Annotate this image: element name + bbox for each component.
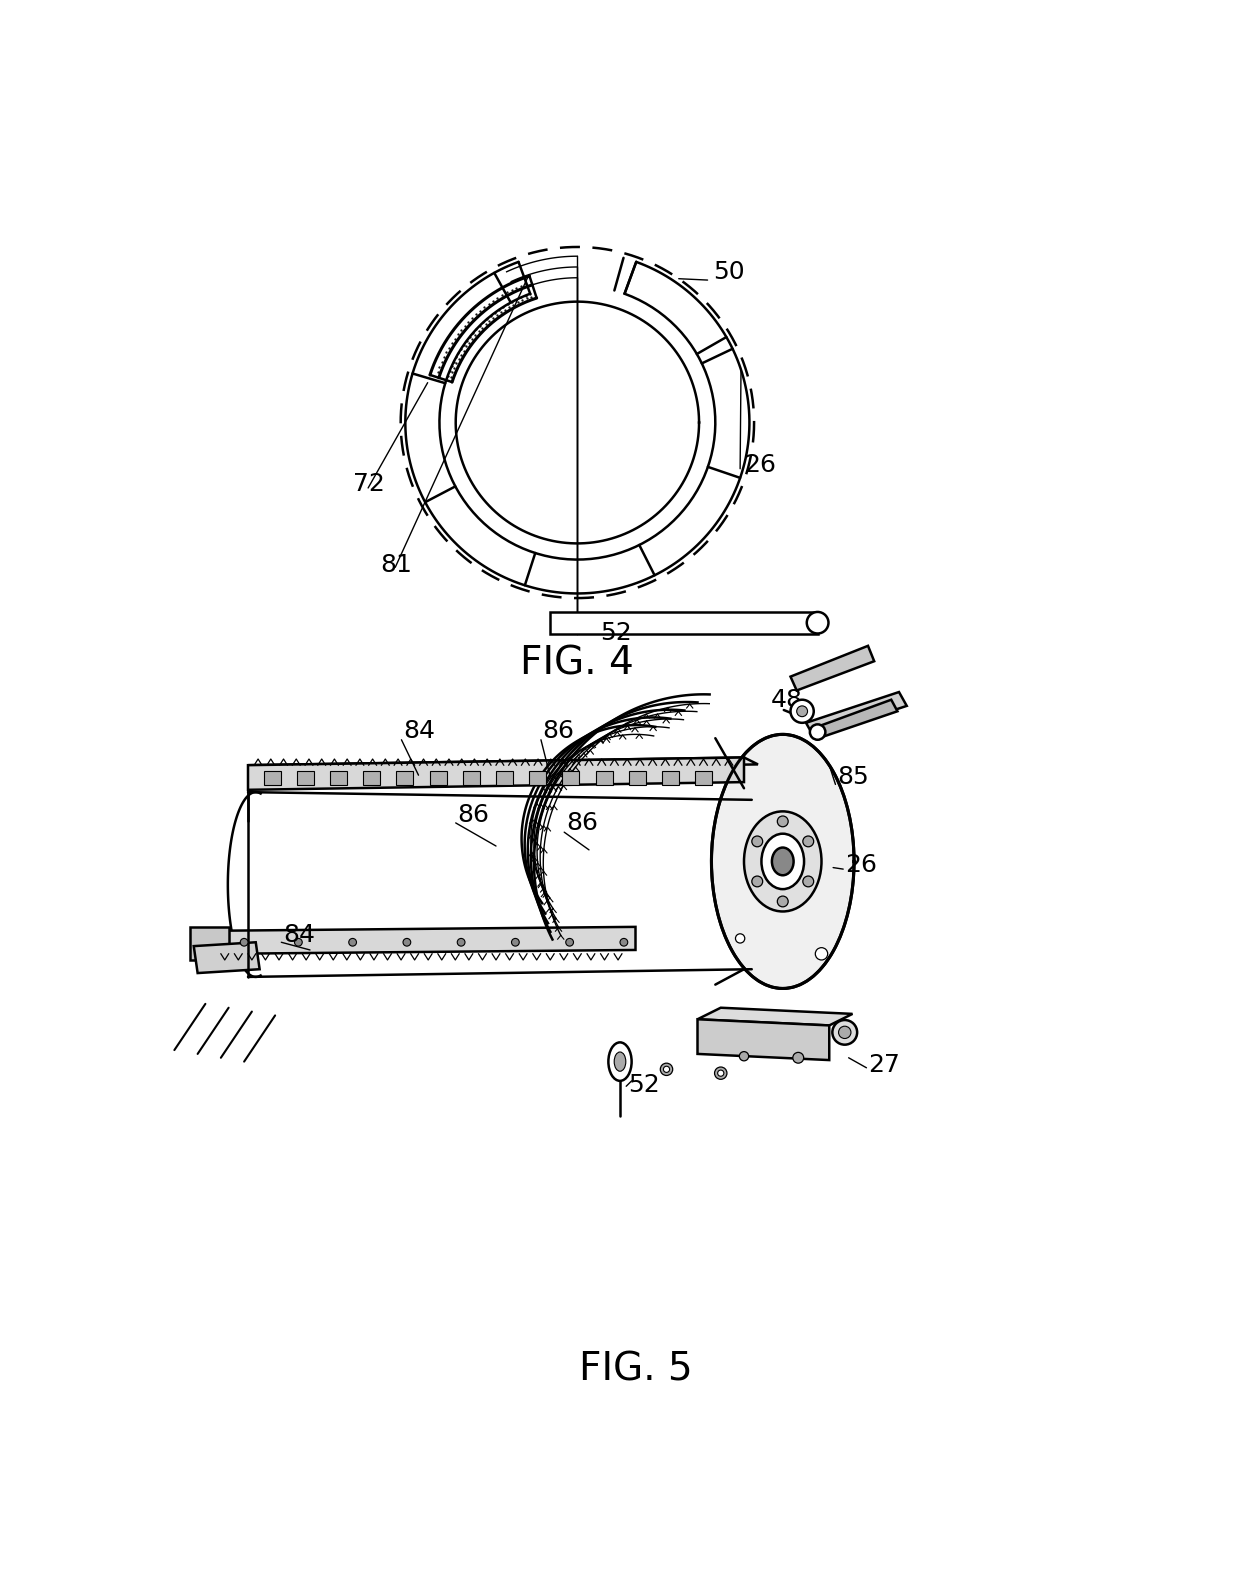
Text: 86: 86 bbox=[543, 718, 574, 742]
Circle shape bbox=[797, 705, 807, 717]
Circle shape bbox=[295, 938, 303, 946]
Ellipse shape bbox=[771, 847, 794, 875]
Text: 27: 27 bbox=[868, 1053, 900, 1077]
Text: FIG. 5: FIG. 5 bbox=[579, 1350, 692, 1389]
Text: 26: 26 bbox=[744, 453, 776, 477]
Circle shape bbox=[816, 948, 828, 959]
Bar bbox=[463, 771, 480, 785]
Ellipse shape bbox=[609, 1042, 631, 1080]
Circle shape bbox=[403, 938, 410, 946]
Circle shape bbox=[802, 836, 813, 847]
Polygon shape bbox=[248, 758, 744, 790]
Circle shape bbox=[751, 836, 763, 847]
Circle shape bbox=[660, 1063, 672, 1076]
Circle shape bbox=[739, 1052, 749, 1061]
Bar bbox=[696, 771, 712, 785]
Text: 86: 86 bbox=[565, 811, 598, 835]
Text: 84: 84 bbox=[403, 718, 435, 742]
Bar bbox=[330, 771, 347, 785]
Text: 85: 85 bbox=[837, 764, 869, 788]
Bar bbox=[296, 771, 314, 785]
Polygon shape bbox=[193, 942, 259, 974]
Circle shape bbox=[838, 1026, 851, 1039]
Circle shape bbox=[511, 938, 520, 946]
Polygon shape bbox=[697, 1007, 853, 1026]
Bar bbox=[563, 771, 579, 785]
Bar bbox=[629, 771, 646, 785]
Circle shape bbox=[565, 938, 573, 946]
Text: 50: 50 bbox=[713, 260, 745, 284]
Polygon shape bbox=[817, 699, 898, 737]
Text: 86: 86 bbox=[458, 803, 490, 827]
Circle shape bbox=[777, 816, 789, 827]
Bar bbox=[529, 771, 547, 785]
Text: 26: 26 bbox=[844, 854, 877, 878]
Bar bbox=[662, 771, 680, 785]
Circle shape bbox=[663, 1066, 670, 1073]
Bar bbox=[496, 771, 513, 785]
Circle shape bbox=[810, 725, 826, 741]
Text: 48: 48 bbox=[771, 688, 804, 712]
Bar bbox=[363, 771, 381, 785]
Polygon shape bbox=[248, 758, 758, 772]
Text: 52: 52 bbox=[627, 1073, 660, 1096]
Circle shape bbox=[718, 1069, 724, 1076]
Circle shape bbox=[791, 699, 813, 723]
Circle shape bbox=[832, 1020, 857, 1045]
Bar bbox=[595, 771, 613, 785]
Ellipse shape bbox=[744, 811, 821, 911]
Text: 84: 84 bbox=[283, 922, 315, 946]
Circle shape bbox=[620, 938, 627, 946]
Ellipse shape bbox=[712, 734, 854, 988]
Bar bbox=[429, 771, 446, 785]
Circle shape bbox=[714, 1068, 727, 1079]
Circle shape bbox=[241, 938, 248, 946]
Circle shape bbox=[751, 876, 763, 887]
Text: 72: 72 bbox=[352, 472, 384, 496]
Polygon shape bbox=[697, 1020, 830, 1060]
Polygon shape bbox=[221, 927, 635, 954]
Polygon shape bbox=[551, 611, 817, 634]
Ellipse shape bbox=[614, 1052, 626, 1071]
Polygon shape bbox=[791, 646, 874, 691]
Circle shape bbox=[792, 1052, 804, 1063]
Ellipse shape bbox=[761, 833, 804, 889]
Bar bbox=[263, 771, 280, 785]
Circle shape bbox=[807, 611, 828, 634]
Text: 81: 81 bbox=[379, 552, 412, 578]
Circle shape bbox=[777, 895, 789, 907]
Circle shape bbox=[348, 938, 357, 946]
Text: FIG. 4: FIG. 4 bbox=[521, 645, 634, 683]
Polygon shape bbox=[806, 693, 906, 737]
Bar bbox=[397, 771, 413, 785]
Polygon shape bbox=[190, 927, 228, 959]
Circle shape bbox=[802, 876, 813, 887]
Circle shape bbox=[735, 934, 745, 943]
Text: 52: 52 bbox=[600, 621, 632, 645]
Circle shape bbox=[458, 938, 465, 946]
